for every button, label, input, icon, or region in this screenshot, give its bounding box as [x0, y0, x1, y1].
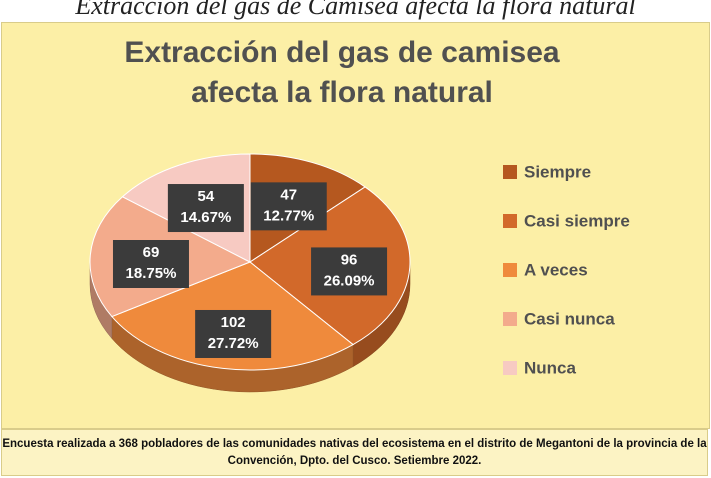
note: Encuesta realizada a 368 pobladores de l… [1, 429, 708, 476]
legend-swatch [503, 165, 517, 179]
chart-title: Extracción del gas de camisea afecta la … [124, 36, 560, 109]
legend-label: A veces [524, 260, 588, 279]
data-label-box [112, 240, 189, 289]
data-label-box [250, 182, 327, 231]
legend-label: Siempre [524, 162, 591, 181]
legend-swatch [503, 312, 517, 326]
legend-swatch [503, 263, 517, 277]
caption: Extracción del gas de Camisea afecta la … [75, 0, 636, 20]
legend-swatch [503, 214, 517, 228]
legend-label: Casi siempre [524, 211, 630, 230]
data-label: 54 [198, 188, 215, 205]
data-label: 26.09% [324, 272, 375, 289]
legend-label: Nunca [524, 358, 577, 377]
data-label: 102 [221, 314, 246, 331]
data-label-box [311, 247, 388, 296]
data-label: 96 [341, 251, 358, 268]
data-label-box [195, 309, 272, 358]
data-label: 18.75% [126, 265, 177, 282]
data-label: 12.77% [263, 207, 314, 224]
data-label: 14.67% [180, 209, 231, 226]
data-label: 27.72% [208, 335, 259, 352]
chart: 47 12.77% 96 26.09% 102 27.72% 69 18.75% 54 14.67… [89, 153, 630, 393]
legend-label: Casi nunca [524, 309, 615, 328]
legend-swatch [503, 361, 517, 375]
data-label: 47 [280, 186, 297, 203]
data-label-box [167, 184, 244, 233]
data-label: 69 [143, 244, 160, 261]
